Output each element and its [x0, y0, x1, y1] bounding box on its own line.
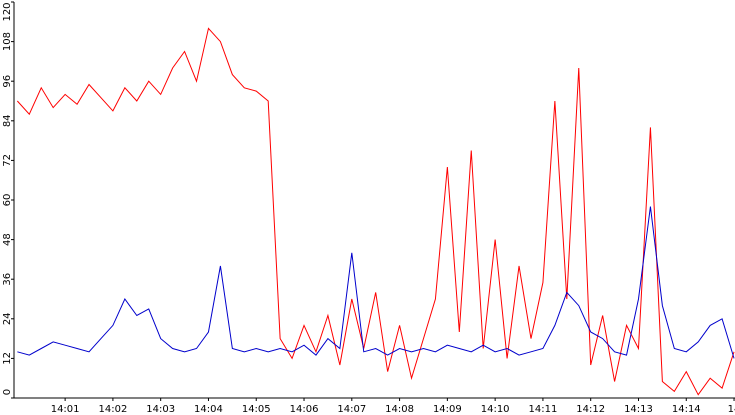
y-tick-label: 36 [2, 273, 13, 286]
x-tick-label: 14:13 [624, 404, 653, 415]
x-tick-label: 14:01 [51, 404, 80, 415]
x-tick-label: 14:14 [672, 404, 701, 415]
y-tick-label: 24 [2, 312, 13, 325]
y-tick-label: 12 [2, 352, 13, 365]
y-tick-label: 96 [2, 75, 13, 88]
x-tick-label: 14:09 [433, 404, 462, 415]
y-tick-label: 108 [2, 32, 13, 51]
x-tick-label: 14:06 [290, 404, 319, 415]
y-tick-label: 120 [2, 2, 13, 21]
y-tick-label: 84 [2, 114, 13, 127]
x-tick-label: 14:02 [98, 404, 127, 415]
x-tick-label: 14:05 [242, 404, 271, 415]
y-tick-label: 72 [2, 154, 13, 167]
x-tick-label: 14 [728, 404, 735, 415]
y-tick-label: 0 [2, 389, 13, 395]
x-tick-label: 14:12 [576, 404, 605, 415]
x-tick-label: 14:03 [146, 404, 175, 415]
y-tick-label: 48 [2, 233, 13, 246]
x-tick-label: 14:08 [385, 404, 414, 415]
line-series [16, 27, 735, 396]
x-tick-label: 14:07 [337, 404, 366, 415]
y-tick-label: 60 [2, 194, 13, 207]
x-tick-label: 14:11 [529, 404, 558, 415]
x-tick-label: 14:10 [481, 404, 510, 415]
line-series [17, 206, 735, 359]
x-tick-label: 14:04 [194, 404, 223, 415]
